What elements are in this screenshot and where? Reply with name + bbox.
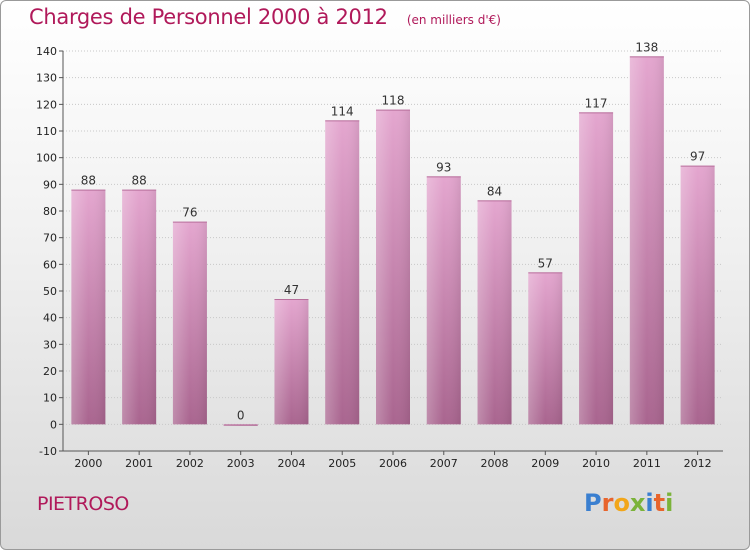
logo-letter: t (653, 489, 666, 517)
x-tick-label-2006: 2006 (379, 457, 407, 470)
x-tick-label-2001: 2001 (125, 457, 153, 470)
y-tick-label: 30 (43, 338, 57, 351)
y-tick-label: -10 (39, 445, 57, 458)
logo-letter: o (613, 489, 630, 517)
y-tick-label: 20 (43, 365, 57, 378)
x-tick-label-2000: 2000 (74, 457, 102, 470)
y-tick-label: 130 (36, 72, 57, 85)
place-name: PIETROSO (37, 493, 129, 515)
y-tick-label: 140 (36, 45, 57, 58)
logo-letter: P (584, 489, 602, 517)
y-tick-label: 10 (43, 392, 57, 405)
x-tick-label-2005: 2005 (328, 457, 356, 470)
value-label-2012: 97 (690, 150, 705, 164)
bar-shade-2005 (325, 120, 360, 425)
y-tick-label: 40 (43, 312, 57, 325)
value-label-2009: 57 (538, 256, 553, 270)
y-tick-label: 0 (50, 418, 57, 431)
value-labels: 88 88 76 0 47 114 118 93 84 57 117 138 97 (81, 40, 706, 422)
title-block: Charges de Personnel 2000 à 2012 (en mil… (29, 5, 501, 29)
value-label-2004: 47 (284, 283, 299, 297)
bar-shade-2006 (376, 109, 410, 425)
value-label-2010: 117 (585, 96, 608, 110)
logo-letter: x (629, 489, 646, 517)
bar-shade-2004 (274, 299, 309, 425)
bar-shade-2002 (172, 221, 207, 425)
y-tick-label: 120 (36, 98, 57, 111)
y-tick-label: 70 (43, 232, 57, 245)
bars (71, 56, 715, 426)
y-tick-label: 110 (36, 125, 57, 138)
bar-shade-2008 (477, 200, 512, 425)
y-tick-label: 60 (43, 258, 57, 271)
y-tick-label: 100 (36, 152, 57, 165)
bar-shade-2007 (426, 176, 461, 425)
value-label-2002: 76 (182, 206, 197, 220)
logo-letter: i (665, 489, 674, 517)
x-tick-label-2012: 2012 (684, 457, 712, 470)
logo-letter: r (601, 489, 614, 517)
bar-shade-2009 (528, 272, 563, 425)
bar-shade-2000 (71, 189, 106, 425)
y-tick-label: 90 (43, 178, 57, 191)
chart-title: Charges de Personnel 2000 à 2012 (29, 5, 388, 29)
value-label-2006: 118 (382, 94, 405, 108)
bar-shade-2010 (579, 112, 614, 425)
value-label-2011: 138 (635, 40, 658, 54)
x-tick-label-2008: 2008 (481, 457, 509, 470)
x-tick-label-2010: 2010 (582, 457, 610, 470)
value-label-2000: 88 (81, 174, 96, 188)
axes: -10 0 10 20 30 40 50 60 70 80 90 100 110 120 130 140 200… (36, 45, 723, 470)
x-tick-label-2011: 2011 (633, 457, 661, 470)
value-label-2008: 84 (487, 184, 502, 198)
x-tick-label-2007: 2007 (430, 457, 458, 470)
y-tick-label: 50 (43, 285, 57, 298)
value-label-2005: 114 (331, 104, 354, 118)
bar-shade-2011 (629, 56, 664, 425)
x-tick-label-2003: 2003 (227, 457, 255, 470)
proxiti-logo: Proxiti (584, 489, 673, 517)
value-label-2001: 88 (132, 174, 147, 188)
x-tick-label-2004: 2004 (277, 457, 305, 470)
bar-shade-2001 (122, 189, 157, 425)
logo-letter: i (645, 489, 654, 517)
bar-shade-2012 (680, 165, 715, 425)
x-tick-label-2002: 2002 (176, 457, 204, 470)
value-label-2007: 93 (436, 160, 451, 174)
chart-subtitle: (en milliers d'€) (406, 13, 501, 27)
x-tick-label-2009: 2009 (531, 457, 559, 470)
value-label-2003: 0 (237, 408, 245, 422)
y-tick-label: 80 (43, 205, 57, 218)
